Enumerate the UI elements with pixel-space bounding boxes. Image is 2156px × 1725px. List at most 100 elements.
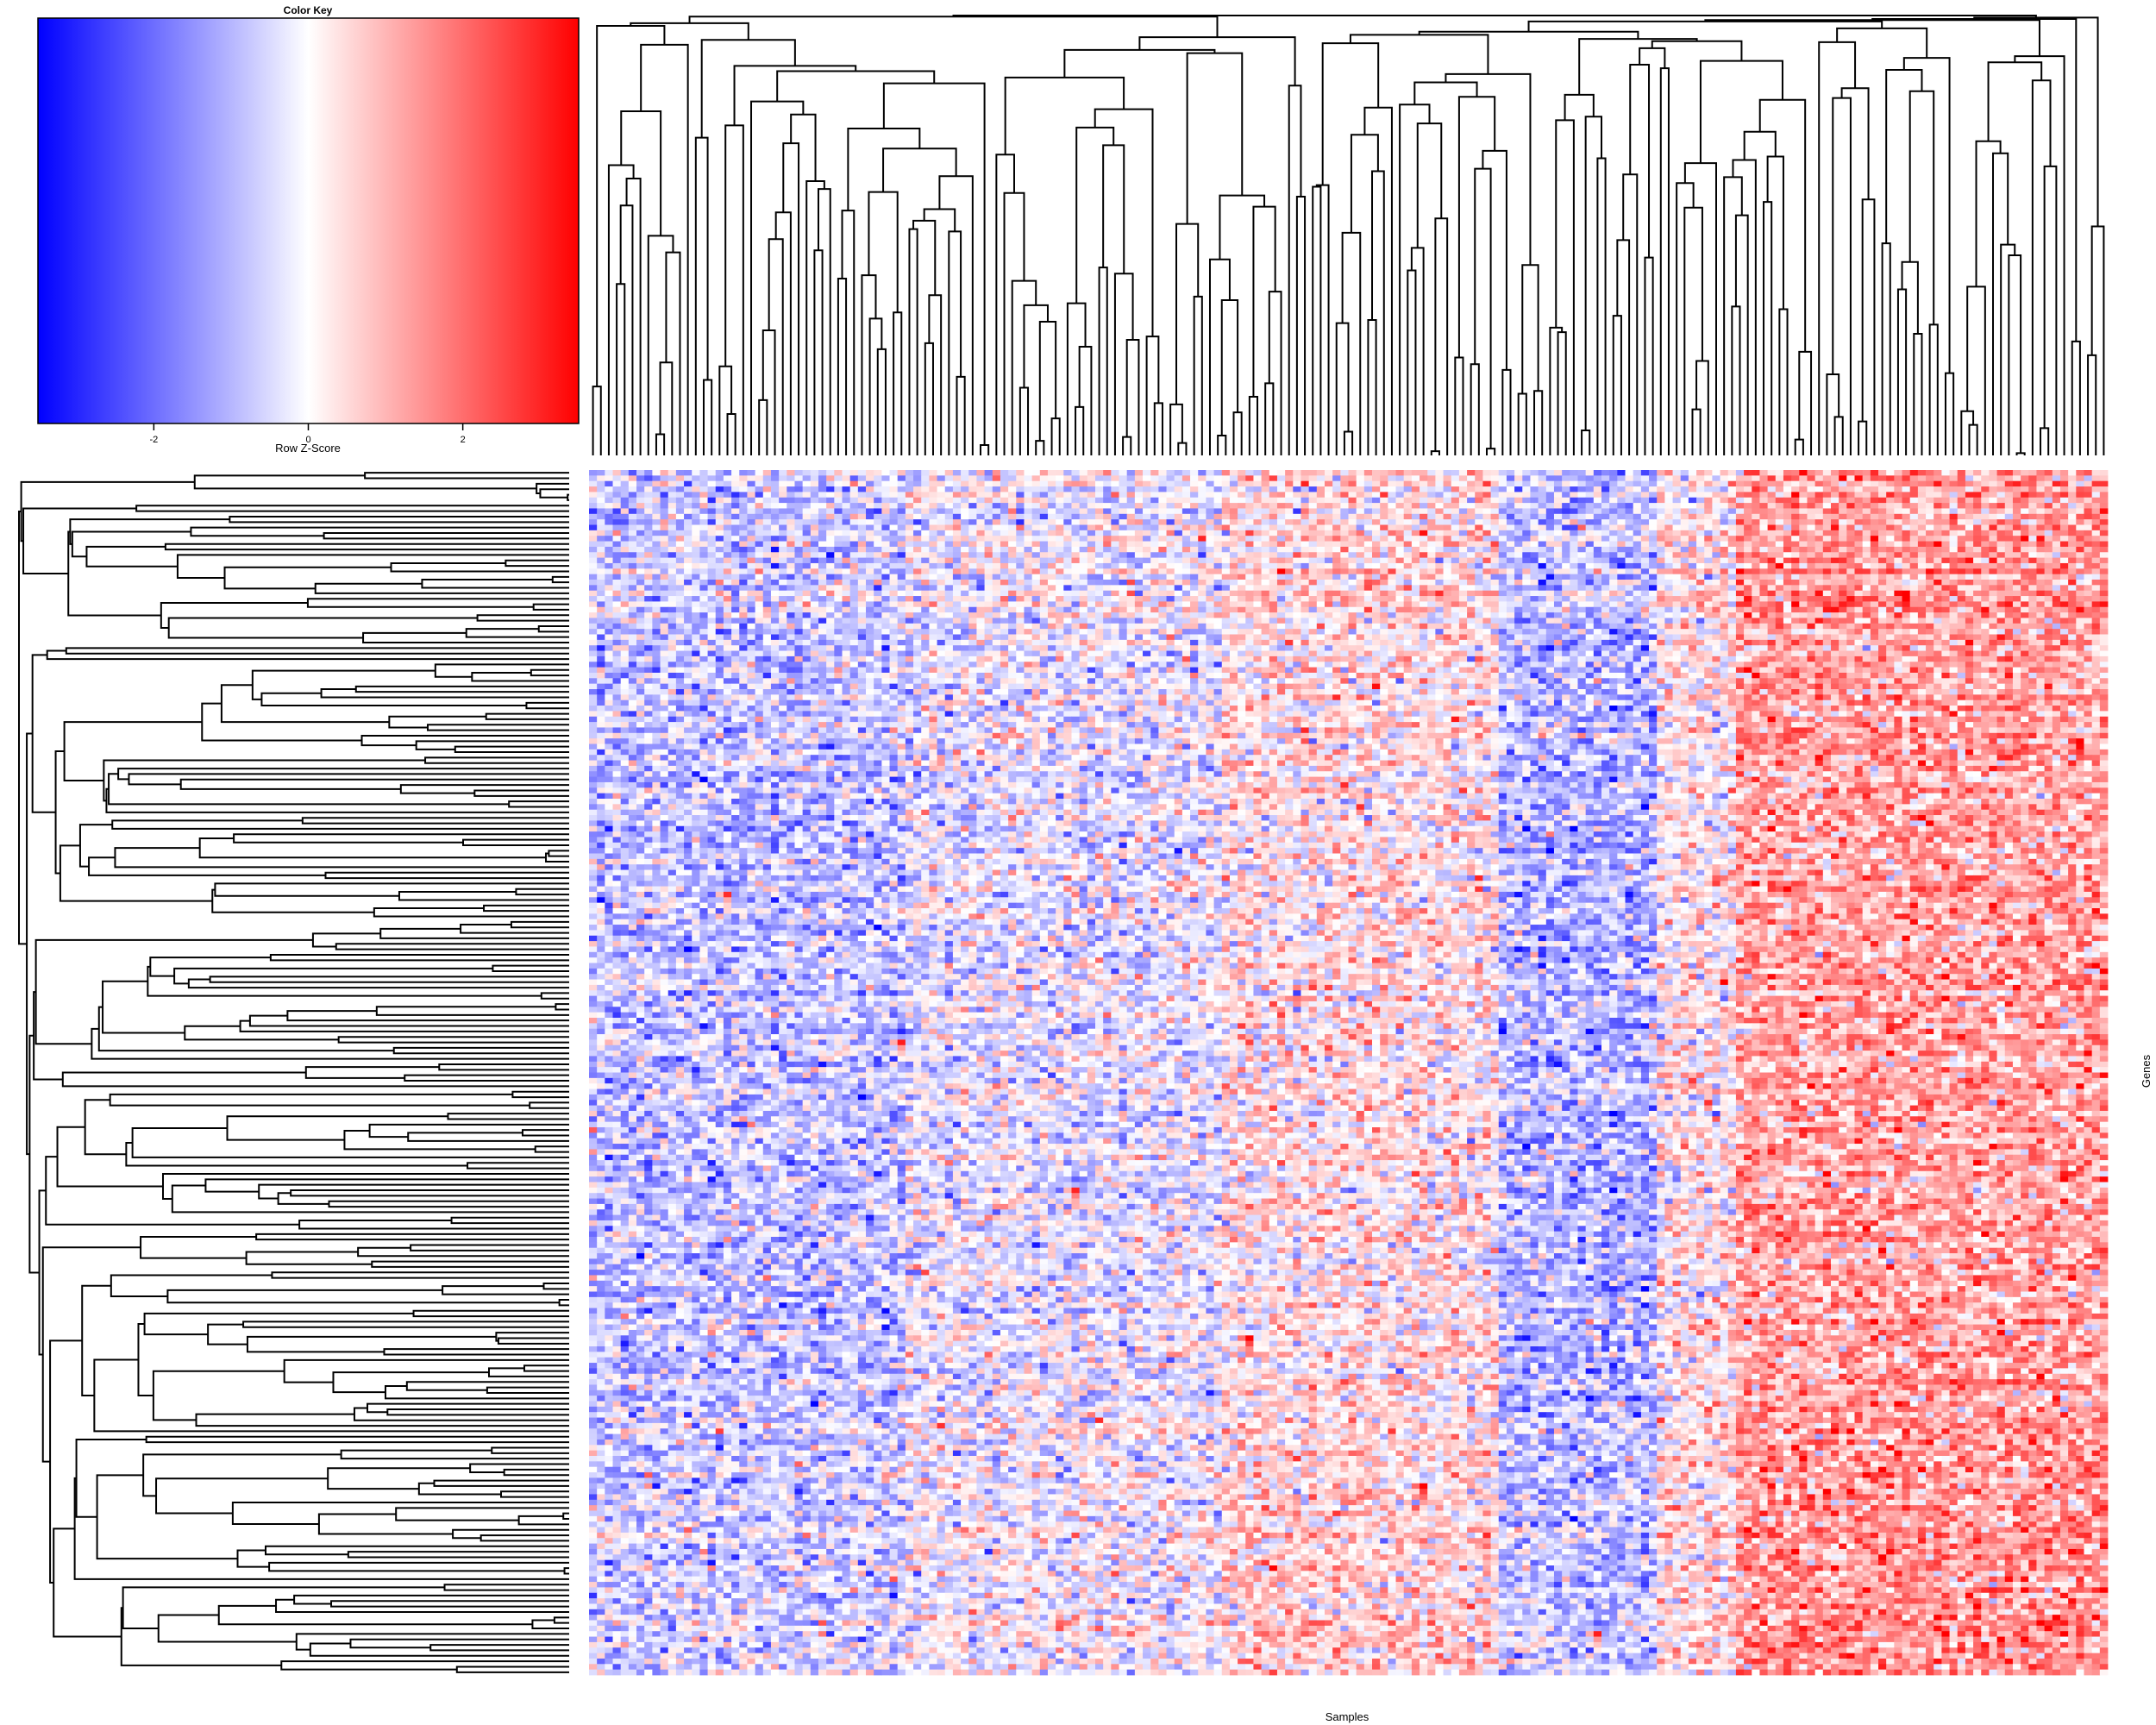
row-dendrogram-branch	[365, 473, 569, 478]
heatmap-cell	[1111, 542, 1119, 548]
heatmap-cell	[818, 498, 827, 504]
heatmap-cell	[739, 542, 748, 548]
heatmap-cell	[1799, 498, 1808, 504]
heatmap-cell	[968, 486, 977, 492]
heatmap-cell	[699, 514, 708, 520]
heatmap-cell	[1807, 475, 1815, 481]
heatmap-cell	[661, 475, 669, 481]
heatmap-cell	[1000, 508, 1009, 514]
heatmap-cell	[976, 492, 985, 498]
heatmap-cell	[818, 542, 827, 548]
heatmap-cell	[1958, 470, 1966, 476]
heatmap-cell	[1712, 508, 1720, 514]
heatmap-cell	[968, 481, 977, 487]
heatmap-cell	[613, 481, 622, 487]
heatmap-cell	[1617, 475, 1626, 481]
heatmap-cell	[763, 519, 772, 525]
heatmap-cell	[1712, 530, 1720, 536]
heatmap-cell	[2053, 530, 2061, 536]
heatmap-cell	[2076, 530, 2084, 536]
heatmap-cell	[1886, 508, 1895, 514]
heatmap-cell	[629, 525, 637, 531]
heatmap-cell	[850, 530, 859, 536]
heatmap-cell	[2100, 481, 2109, 487]
heatmap-cell	[1839, 470, 1847, 476]
heatmap-cell	[1095, 525, 1104, 531]
heatmap-cell	[1641, 542, 1650, 548]
heatmap-cell	[1871, 514, 1879, 520]
heatmap-cell	[597, 470, 605, 476]
heatmap-cell	[1048, 508, 1056, 514]
heatmap-cell	[1617, 492, 1626, 498]
heatmap-cell	[1846, 503, 1855, 509]
heatmap-cell	[1167, 542, 1175, 548]
heatmap-cell	[1886, 536, 1895, 542]
heatmap-cell	[1182, 508, 1191, 514]
heatmap-cell	[731, 503, 740, 509]
row-dendrogram-branch	[540, 489, 569, 498]
heatmap-cell	[1190, 498, 1199, 504]
heatmap-cell	[1664, 519, 1673, 525]
heatmap-cell	[1736, 503, 1745, 509]
heatmap-cell	[921, 525, 930, 531]
heatmap-cell	[644, 498, 653, 504]
heatmap-cell	[1776, 492, 1784, 498]
heatmap-cell	[850, 514, 859, 520]
heatmap-cell	[1262, 536, 1270, 542]
heatmap-cell	[1214, 503, 1223, 509]
heatmap-cell	[731, 498, 740, 504]
row-dendrogram-branch	[229, 517, 569, 522]
row-dendrogram-branch	[279, 1193, 329, 1204]
heatmap-cell	[898, 536, 906, 542]
column-dendrogram-branch	[1764, 202, 1771, 455]
heatmap-cell	[906, 514, 914, 520]
heatmap-cell	[1965, 536, 1974, 542]
heatmap-cell	[881, 542, 890, 548]
heatmap-cell	[2092, 470, 2101, 476]
row-dendrogram-branch	[331, 1601, 569, 1606]
heatmap-cell	[1958, 530, 1966, 536]
row-dendrogram-branch	[161, 603, 308, 628]
heatmap-cell	[1285, 492, 1294, 498]
heatmap-cell	[1388, 508, 1396, 514]
heatmap-cell	[1372, 508, 1381, 514]
heatmap-cell	[2013, 498, 2021, 504]
row-dendrogram-branch	[238, 1551, 270, 1567]
heatmap-cell	[1554, 486, 1563, 492]
heatmap-cell	[1626, 530, 1634, 536]
heatmap-cell	[898, 481, 906, 487]
heatmap-cell	[1459, 498, 1468, 504]
heatmap-cell	[1396, 530, 1405, 536]
column-dendrogram-branch	[1313, 186, 1320, 455]
heatmap-cell	[1759, 525, 1768, 531]
column-dendrogram-branch	[1372, 171, 1384, 455]
heatmap-cell	[1380, 475, 1388, 481]
heatmap-cell	[716, 508, 724, 514]
heatmap-cell	[724, 503, 732, 509]
heatmap-cell	[1807, 486, 1815, 492]
heatmap-cell	[1222, 470, 1231, 476]
column-dendrogram-branch	[1961, 411, 1973, 455]
heatmap-cell	[1973, 536, 1982, 542]
heatmap-cell	[1934, 470, 1942, 476]
heatmap-cell	[1214, 486, 1223, 492]
heatmap-cell	[968, 508, 977, 514]
heatmap-cell	[1222, 525, 1231, 531]
heatmap-cell	[811, 503, 819, 509]
heatmap-cell	[1522, 503, 1531, 509]
row-dendrogram-branch	[389, 717, 486, 728]
heatmap-cell	[1609, 470, 1618, 476]
heatmap-cell	[1776, 481, 1784, 487]
heatmap-cell	[644, 486, 653, 492]
heatmap-cell	[676, 536, 685, 542]
heatmap-cell	[890, 530, 899, 536]
heatmap-cell	[1514, 519, 1523, 525]
heatmap-cell	[1482, 530, 1491, 536]
heatmap-cell	[2100, 514, 2109, 520]
heatmap-cell	[1245, 508, 1254, 514]
heatmap-cell	[716, 547, 724, 553]
heatmap-cell	[1831, 519, 1839, 525]
heatmap-cell	[1499, 481, 1507, 487]
heatmap-cell	[1167, 470, 1175, 476]
heatmap-cell	[937, 503, 946, 509]
